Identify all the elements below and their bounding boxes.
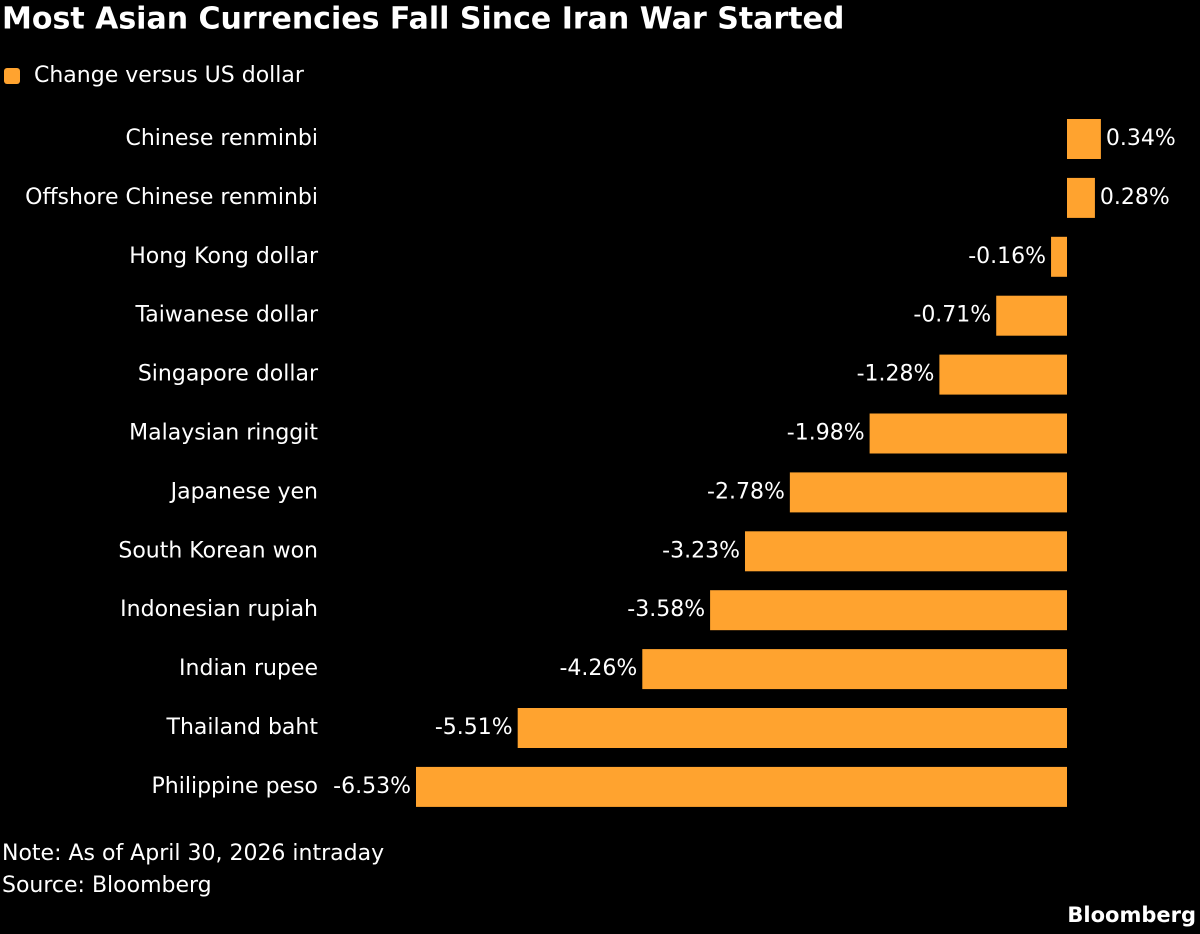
bar (789, 472, 1067, 513)
bar (642, 649, 1067, 690)
bar (939, 354, 1067, 395)
legend-label: Change versus US dollar (34, 63, 305, 88)
category-label: Japanese yen (169, 479, 318, 504)
bar (1067, 177, 1095, 218)
bar (1067, 119, 1101, 159)
value-label: 0.28% (1100, 185, 1170, 210)
legend-swatch (4, 68, 20, 84)
category-label: Taiwanese dollar (134, 303, 318, 328)
value-label: -4.26% (559, 656, 637, 681)
value-label: 0.34% (1106, 126, 1176, 151)
category-label: Singapore dollar (138, 362, 319, 387)
source: Source: Bloomberg (2, 873, 212, 898)
category-label: Hong Kong dollar (129, 244, 319, 269)
bar (996, 295, 1067, 336)
category-label: Indian rupee (179, 656, 318, 681)
value-label: -0.16% (968, 244, 1046, 269)
category-label: Indonesian rupiah (120, 597, 318, 622)
category-label: Malaysian ringgit (129, 421, 318, 446)
bar (869, 413, 1067, 454)
category-label: Philippine peso (152, 774, 318, 799)
category-label: Chinese renminbi (126, 126, 319, 151)
bar (1051, 236, 1067, 277)
value-label: -1.28% (857, 362, 935, 387)
note: Note: As of April 30, 2026 intraday (2, 841, 384, 866)
value-label: -3.58% (627, 597, 705, 622)
bar (710, 590, 1067, 631)
category-label: South Korean won (118, 538, 318, 563)
value-label: -1.98% (787, 421, 865, 446)
chart-title: Most Asian Currencies Fall Since Iran Wa… (2, 2, 844, 37)
logo: Bloomberg (1067, 903, 1196, 927)
bar (517, 708, 1067, 748)
value-label: -2.78% (707, 479, 785, 504)
value-label: -0.71% (913, 303, 991, 328)
value-label: -6.53% (333, 774, 411, 799)
category-label: Thailand baht (166, 715, 319, 740)
value-label: -3.23% (662, 538, 740, 563)
bar (744, 531, 1067, 572)
value-label: -5.51% (435, 715, 513, 740)
category-label: Offshore Chinese renminbi (25, 185, 318, 210)
bar (416, 766, 1067, 807)
